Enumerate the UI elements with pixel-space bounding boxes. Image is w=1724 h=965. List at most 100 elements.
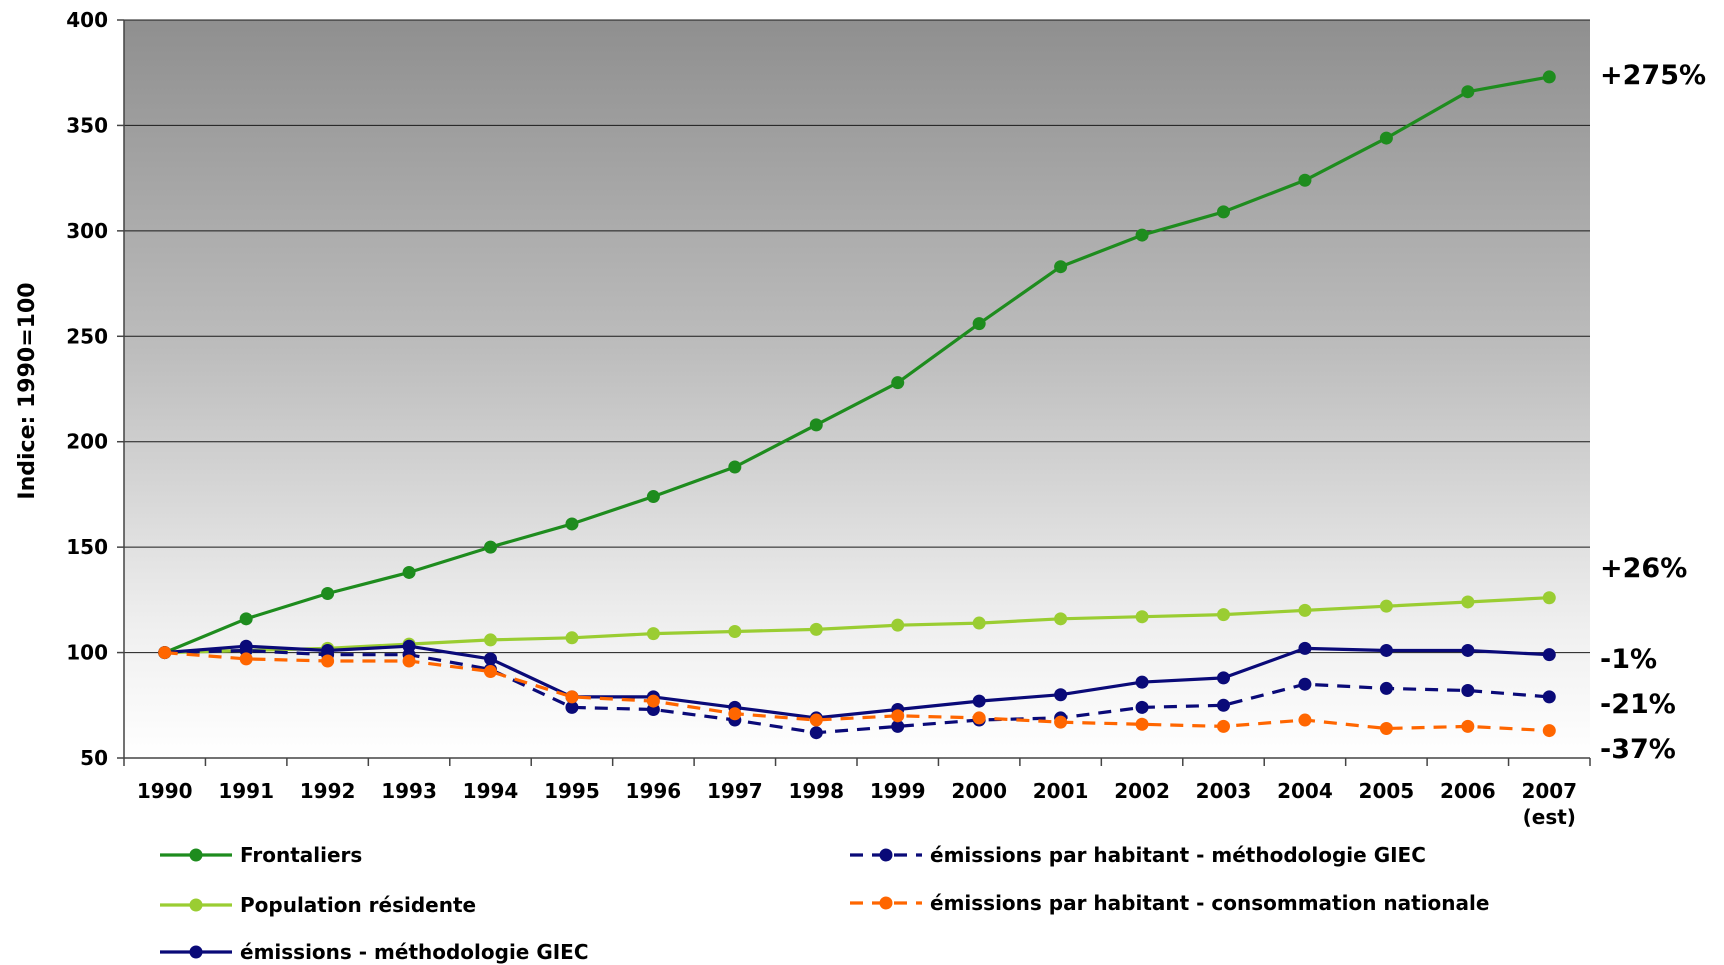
data-point-4-3: [402, 654, 416, 668]
y-tick-label-50: 50: [80, 746, 108, 770]
data-point-0-8: [809, 418, 823, 432]
data-point-1-7: [728, 624, 742, 638]
data-point-4-10: [972, 711, 986, 725]
data-point-1-4: [484, 633, 497, 647]
y-axis-title: Indice: 1990=100: [15, 282, 40, 499]
legend-label-0: Frontaliers: [240, 843, 362, 867]
data-point-4-4: [484, 665, 497, 679]
data-point-4-7: [728, 707, 742, 721]
data-point-1-10: [972, 616, 986, 630]
data-point-1-5: [565, 631, 579, 645]
y-tick-label-200: 200: [66, 430, 108, 454]
data-point-3-12: [1135, 700, 1149, 714]
plot-background: [124, 20, 1590, 758]
legend-swatch-marker-1: [189, 898, 203, 912]
series-layer: [158, 70, 1556, 740]
data-point-3-8: [809, 726, 823, 740]
x-tick-label-1992: 1992: [300, 779, 356, 803]
series-line-2: [164, 644, 1550, 720]
x-tick-label-2003: 2003: [1196, 779, 1252, 803]
series-line-1: [164, 596, 1550, 655]
data-point-2-15: [1379, 643, 1393, 657]
legend-swatch-marker-2: [189, 945, 203, 959]
data-point-2-10: [972, 694, 986, 708]
data-point-1-16: [1461, 595, 1475, 609]
data-point-0-10: [972, 317, 986, 331]
x-axis-ticks: 1990 1991 1992 1993 1994 1995 1996 1997 1998 1999…: [137, 779, 1577, 829]
data-point-3-17: [1542, 690, 1556, 704]
data-point-1-12: [1135, 610, 1149, 624]
data-point-0-11: [1054, 260, 1068, 274]
data-point-3-13: [1217, 698, 1230, 712]
legend-label-4: émissions par habitant - consommation na…: [930, 891, 1489, 915]
x-tick-label-2004: 2004: [1277, 779, 1333, 803]
x-tick-label-1998: 1998: [788, 779, 844, 803]
legend-item-0: Frontaliers: [160, 843, 362, 867]
data-point-1-17: [1542, 591, 1556, 605]
legend-item-4: émissions par habitant - consommation na…: [850, 891, 1489, 915]
legend-label-2: émissions - méthodologie GIEC: [240, 940, 589, 964]
data-point-1-13: [1217, 608, 1230, 622]
data-point-2-13: [1217, 671, 1230, 685]
x-tick-sublabel-2007: (est): [1523, 805, 1576, 829]
x-tick-label-2002: 2002: [1114, 779, 1170, 803]
legend-item-2: émissions - méthodologie GIEC: [160, 940, 589, 964]
data-point-3-5: [565, 700, 579, 714]
x-tick-label-1999: 1999: [870, 779, 926, 803]
data-point-1-9: [891, 618, 905, 632]
data-point-4-2: [321, 654, 335, 668]
y-axis-ticks: 50 100 150 200 250 300 350 400: [66, 8, 108, 770]
data-point-0-4: [484, 540, 497, 554]
y-tick-label-350: 350: [66, 113, 108, 137]
data-point-2-12: [1135, 675, 1149, 689]
legend-item-1: Population résidente: [160, 893, 476, 917]
series-line-0: [164, 75, 1550, 655]
data-point-4-1: [239, 652, 253, 666]
end-labels: +275% +26% -1% -21% -37%: [1600, 60, 1706, 765]
x-tick-label-1994: 1994: [463, 779, 519, 803]
data-point-4-16: [1461, 719, 1475, 733]
legend: Frontaliers Population résidente émissions…: [160, 843, 1489, 964]
data-point-4-5: [565, 690, 579, 704]
x-tick-label-1991: 1991: [218, 779, 274, 803]
end-label-3: -21%: [1600, 689, 1676, 720]
data-point-1-11: [1054, 612, 1068, 626]
data-point-2-16: [1461, 643, 1475, 657]
data-point-4-14: [1298, 713, 1312, 727]
data-point-0-15: [1379, 131, 1393, 145]
data-point-0-9: [891, 376, 905, 390]
data-point-1-8: [809, 622, 823, 636]
data-point-1-14: [1298, 603, 1312, 617]
data-point-2-11: [1054, 688, 1068, 702]
data-point-0-7: [728, 460, 742, 474]
y-tick-label-150: 150: [66, 535, 108, 559]
x-tick-label-1997: 1997: [707, 779, 763, 803]
series-4: [158, 646, 1556, 738]
data-point-4-17: [1542, 724, 1556, 738]
y-tick-label-250: 250: [66, 324, 108, 348]
x-tick-label-2007: 2007: [1521, 779, 1577, 803]
legend-swatch-marker-0: [189, 848, 203, 862]
data-point-3-14: [1298, 677, 1312, 691]
data-point-0-2: [321, 587, 335, 601]
series-line-4: [164, 651, 1550, 733]
x-tick-label-2006: 2006: [1440, 779, 1496, 803]
x-tick-label-1990: 1990: [137, 779, 193, 803]
end-label-0: +275%: [1600, 60, 1706, 91]
x-tick-label-1995: 1995: [544, 779, 600, 803]
end-label-1: +26%: [1600, 553, 1687, 584]
x-tick-label-2001: 2001: [1033, 779, 1089, 803]
end-label-4: -37%: [1600, 734, 1676, 765]
data-point-4-9: [891, 709, 905, 723]
data-point-0-3: [402, 565, 416, 579]
axes: [117, 19, 1591, 766]
data-point-0-14: [1298, 173, 1312, 187]
legend-label-1: Population résidente: [240, 893, 476, 917]
data-point-4-8: [809, 713, 823, 727]
data-point-0-17: [1542, 70, 1556, 84]
data-point-4-15: [1379, 721, 1393, 735]
data-point-0-13: [1217, 205, 1230, 219]
legend-label-3: émissions par habitant - méthodologie GI…: [930, 843, 1426, 867]
x-tick-label-1993: 1993: [381, 779, 437, 803]
